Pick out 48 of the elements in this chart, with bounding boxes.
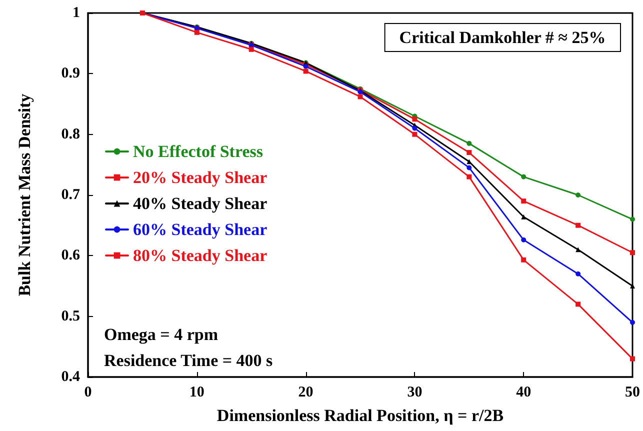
point [576,192,581,198]
x-tick-label: 30 [407,384,422,400]
annotation: Critical Damkohler # ≈ 25% [399,28,606,47]
point [466,165,472,170]
x-axis-title: Dimensionless Radial Position, η = r/2B [216,406,504,425]
point [358,94,363,100]
point [194,30,200,35]
point [303,68,308,74]
point [576,271,581,276]
point [466,140,472,146]
y-tick-label: 0.8 [61,126,80,142]
point [630,356,635,362]
point [630,216,635,222]
x-tick-label: 50 [625,384,640,400]
point [521,174,526,180]
x-tick-label: 40 [516,384,532,400]
point [412,126,418,131]
point [521,198,526,204]
legend-label: 20% Steady Shear [133,168,268,187]
point [630,250,635,256]
point [576,222,581,228]
y-tick-label: 0.9 [61,66,80,82]
annotation: Residence Time = 400 s [104,351,274,370]
x-tick-label: 10 [189,384,204,400]
point [521,257,526,262]
point [466,174,472,180]
y-tick-label: 1 [72,5,80,21]
legend-label: 80% Steady Shear [133,246,268,265]
point [576,247,581,252]
point [521,214,526,220]
y-tick-label: 0.6 [61,248,80,264]
y-tick-label: 0.4 [61,369,80,385]
x-tick-label: 20 [298,384,314,400]
y-tick-label: 0.7 [61,187,80,203]
point [466,150,472,156]
y-tick-label: 0.5 [61,308,80,324]
point [412,132,418,137]
y-axis-title: Bulk Nutrient Mass Density [15,93,34,296]
annotation: Omega = 4 rpm [104,325,218,344]
legend-label: No Effectof Stress [133,142,264,161]
point [412,116,418,122]
legend-label: 40% Steady Shear [133,194,268,213]
x-tick-label: 0 [84,384,92,400]
point [248,46,254,52]
point [576,302,581,307]
point [521,237,526,242]
legend-label: 60% Steady Shear [133,220,268,239]
point [630,320,635,325]
